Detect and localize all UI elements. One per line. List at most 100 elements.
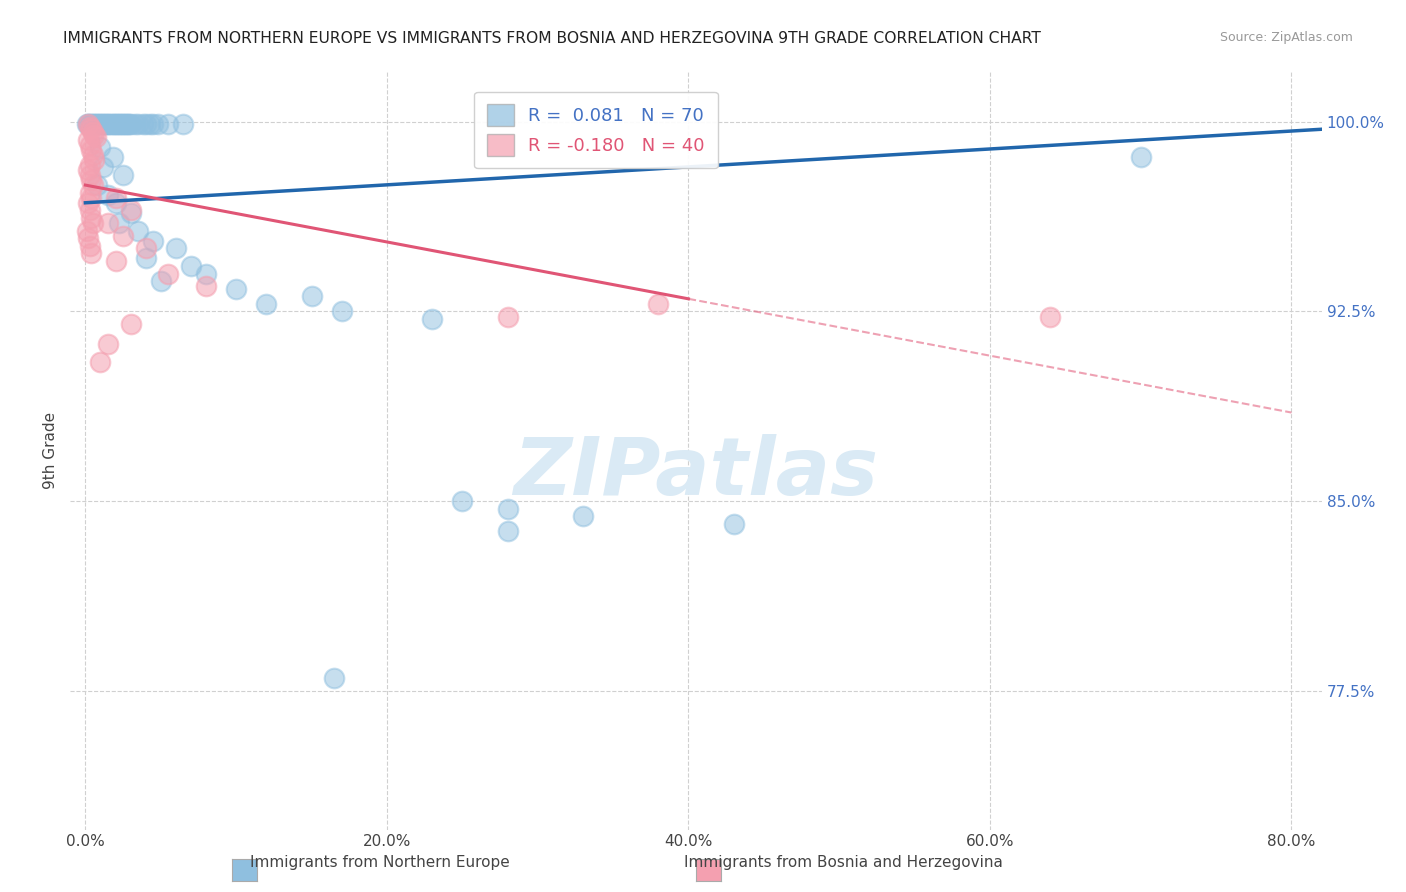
Point: [89, 140, 111, 154]
Point: [165, 241, 187, 255]
Point: [420, 312, 443, 326]
Point: [572, 509, 595, 524]
Point: [104, 117, 127, 131]
Point: [124, 117, 146, 131]
Point: [80, 246, 103, 260]
Point: [79, 137, 101, 152]
Point: [120, 317, 142, 331]
Point: [114, 117, 136, 131]
Point: [330, 304, 353, 318]
Point: [77, 162, 100, 177]
Point: [82, 125, 104, 139]
Point: [93, 161, 115, 175]
Text: Source: ZipAtlas.com: Source: ZipAtlas.com: [1219, 31, 1353, 45]
Point: [96, 117, 118, 131]
Point: [79, 168, 101, 182]
Point: [80, 122, 103, 136]
Point: [112, 117, 135, 131]
Point: [91, 117, 114, 131]
Point: [77, 117, 100, 131]
Point: [127, 224, 149, 238]
Point: [82, 147, 104, 162]
Point: [120, 206, 142, 220]
Point: [82, 178, 104, 192]
Point: [104, 254, 127, 268]
Point: [79, 120, 101, 134]
Point: [79, 117, 101, 131]
Point: [118, 117, 141, 131]
Text: Immigrants from Northern Europe: Immigrants from Northern Europe: [250, 855, 509, 870]
Point: [108, 117, 131, 131]
Point: [195, 279, 218, 293]
Point: [80, 211, 103, 225]
Y-axis label: 9th Grade: 9th Grade: [44, 412, 59, 489]
Point: [135, 252, 157, 266]
Point: [80, 143, 103, 157]
Point: [496, 501, 519, 516]
Point: [87, 117, 110, 131]
Point: [89, 355, 111, 369]
Point: [80, 191, 103, 205]
Point: [79, 158, 101, 172]
Point: [86, 117, 108, 131]
Point: [301, 289, 323, 303]
Point: [97, 216, 120, 230]
Point: [157, 117, 180, 131]
Point: [172, 117, 194, 131]
Point: [79, 203, 101, 218]
Point: [97, 188, 120, 202]
Point: [195, 267, 218, 281]
Point: [723, 516, 745, 531]
Point: [142, 117, 165, 131]
Point: [1039, 310, 1062, 324]
Point: [93, 117, 115, 131]
Point: [142, 234, 165, 248]
Point: [323, 671, 346, 685]
Point: [104, 191, 127, 205]
Point: [496, 524, 519, 539]
Point: [112, 228, 135, 243]
Point: [79, 186, 101, 200]
Point: [451, 494, 474, 508]
Point: [97, 117, 120, 131]
Point: [131, 117, 153, 131]
Point: [98, 117, 121, 131]
Point: [84, 130, 107, 145]
Point: [83, 128, 105, 142]
Point: [89, 117, 111, 131]
Point: [104, 195, 127, 210]
Point: [112, 168, 135, 182]
Point: [146, 117, 169, 131]
Point: [110, 117, 132, 131]
Point: [101, 117, 124, 131]
Point: [77, 195, 100, 210]
Point: [120, 203, 142, 218]
Point: [225, 282, 247, 296]
Point: [76, 224, 98, 238]
Point: [100, 117, 122, 131]
Point: [115, 117, 138, 131]
Point: [120, 117, 142, 131]
Point: [84, 117, 107, 131]
Point: [135, 117, 157, 131]
Point: [647, 297, 669, 311]
Point: [76, 117, 98, 131]
Point: [82, 117, 104, 131]
Text: IMMIGRANTS FROM NORTHERN EUROPE VS IMMIGRANTS FROM BOSNIA AND HERZEGOVINA 9TH GR: IMMIGRANTS FROM NORTHERN EUROPE VS IMMIG…: [63, 31, 1042, 46]
Point: [1129, 150, 1152, 164]
Point: [103, 117, 125, 131]
Point: [77, 231, 100, 245]
Point: [80, 173, 103, 187]
Legend: R =  0.081   N = 70, R = -0.180   N = 40: R = 0.081 N = 70, R = -0.180 N = 40: [474, 92, 717, 169]
Point: [83, 153, 105, 167]
Point: [77, 117, 100, 131]
Point: [149, 274, 172, 288]
Text: Immigrants from Bosnia and Herzegovina: Immigrants from Bosnia and Herzegovina: [685, 855, 1002, 870]
Point: [79, 238, 101, 252]
Point: [105, 117, 128, 131]
Text: ZIPatlas: ZIPatlas: [513, 434, 879, 512]
Point: [496, 310, 519, 324]
Point: [94, 117, 117, 131]
Point: [117, 117, 139, 131]
Point: [82, 216, 104, 230]
